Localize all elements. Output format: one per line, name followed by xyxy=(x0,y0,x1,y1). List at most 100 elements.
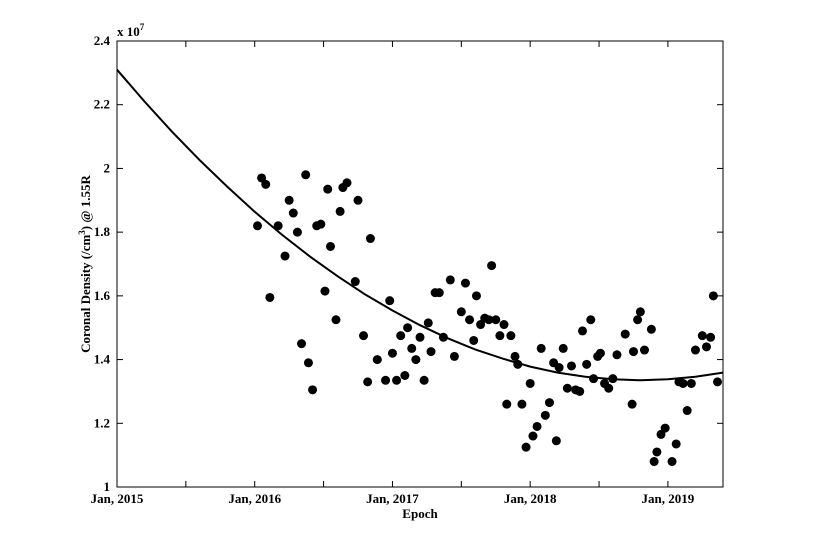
data-point xyxy=(551,436,561,446)
y-label-sup: 3 xyxy=(77,230,87,235)
data-point xyxy=(280,251,290,261)
x-tick-label: Jan, 2017 xyxy=(366,491,419,506)
data-point xyxy=(415,332,425,342)
data-point xyxy=(536,343,546,353)
data-point xyxy=(426,347,436,357)
data-point xyxy=(297,339,307,349)
x-axis-label: Epoch xyxy=(402,506,438,521)
data-point xyxy=(471,291,481,301)
y-label-text: Coronal Density (/cm xyxy=(78,235,93,353)
data-point xyxy=(308,385,318,395)
data-point xyxy=(476,320,486,330)
data-point xyxy=(690,345,700,355)
data-point xyxy=(396,331,406,341)
data-point xyxy=(554,363,564,373)
data-point xyxy=(639,345,649,355)
data-point xyxy=(257,173,267,183)
data-point xyxy=(353,195,363,205)
data-point xyxy=(331,315,341,325)
fit-curve xyxy=(116,69,724,382)
y-multiplier-exponent: 7 xyxy=(140,22,145,32)
data-point xyxy=(652,447,662,457)
data-point xyxy=(261,179,271,189)
data-point xyxy=(697,331,707,341)
data-point xyxy=(403,323,413,333)
data-point xyxy=(392,375,402,385)
data-point xyxy=(342,178,352,188)
data-point xyxy=(646,324,656,334)
data-point xyxy=(656,429,666,439)
data-point xyxy=(521,442,531,452)
data-point xyxy=(288,208,298,218)
data-point xyxy=(325,241,335,251)
data-point xyxy=(385,296,395,306)
data-point xyxy=(582,359,592,369)
data-point xyxy=(586,315,596,325)
y-tick-label: 1.4 xyxy=(94,352,111,367)
data-point xyxy=(499,320,509,330)
data-point xyxy=(544,398,554,408)
data-point xyxy=(701,342,711,352)
data-point xyxy=(292,227,302,237)
data-point xyxy=(532,421,542,431)
data-point xyxy=(350,277,360,287)
y-tick-label: 2.2 xyxy=(94,97,110,112)
data-point xyxy=(513,359,523,369)
y-tick-label: 2.4 xyxy=(94,33,111,48)
data-point xyxy=(667,457,677,467)
data-point xyxy=(456,307,466,317)
data-point xyxy=(678,378,688,388)
data-point xyxy=(449,351,459,361)
data-point xyxy=(628,347,638,357)
data-point xyxy=(387,348,397,358)
data-point xyxy=(469,335,479,345)
data-point xyxy=(434,288,444,298)
data-point xyxy=(589,374,599,384)
data-point xyxy=(303,358,313,368)
x-tick-label: Jan, 2019 xyxy=(642,491,695,506)
data-point xyxy=(510,351,520,361)
data-point xyxy=(502,399,512,409)
data-point xyxy=(445,275,455,285)
plot-frame xyxy=(116,40,724,488)
data-point xyxy=(365,234,375,244)
y-tick-label: 2 xyxy=(104,160,111,175)
y-tick-label: 1.6 xyxy=(94,288,111,303)
y-label-text: ) @ 1.55R xyxy=(78,175,93,231)
data-point xyxy=(671,439,681,449)
y-tick-label: 1 xyxy=(104,479,111,494)
data-point xyxy=(620,329,630,339)
data-point xyxy=(517,399,527,409)
data-point xyxy=(363,377,373,387)
data-point xyxy=(407,343,417,353)
data-point xyxy=(633,315,643,325)
data-point xyxy=(567,361,576,371)
data-point xyxy=(604,383,614,393)
data-point xyxy=(649,457,659,467)
y-multiplier: x 107 xyxy=(117,22,145,39)
data-point xyxy=(540,410,550,420)
data-point xyxy=(506,331,516,341)
data-point xyxy=(316,219,326,229)
data-point xyxy=(252,221,262,231)
x-tick-label: Jan, 2015 xyxy=(91,491,144,506)
data-point xyxy=(323,184,333,194)
data-point xyxy=(381,375,391,385)
data-point xyxy=(301,170,311,180)
data-point xyxy=(608,374,618,384)
data-point xyxy=(682,406,692,416)
data-point xyxy=(612,350,622,360)
data-point xyxy=(411,355,421,365)
data-point xyxy=(525,378,535,388)
data-point xyxy=(491,315,501,325)
y-axis-label: Coronal Density (/cm3) @ 1.55R xyxy=(77,175,93,353)
data-point xyxy=(595,348,605,358)
data-point xyxy=(273,221,283,231)
data-point xyxy=(528,431,538,441)
y-tick-label: 1.8 xyxy=(94,224,111,239)
y-tick-label: 1.2 xyxy=(94,415,110,430)
data-point xyxy=(460,278,470,288)
data-point xyxy=(335,206,345,216)
x-tick-label: Jan, 2016 xyxy=(228,491,281,506)
data-point xyxy=(660,423,670,433)
